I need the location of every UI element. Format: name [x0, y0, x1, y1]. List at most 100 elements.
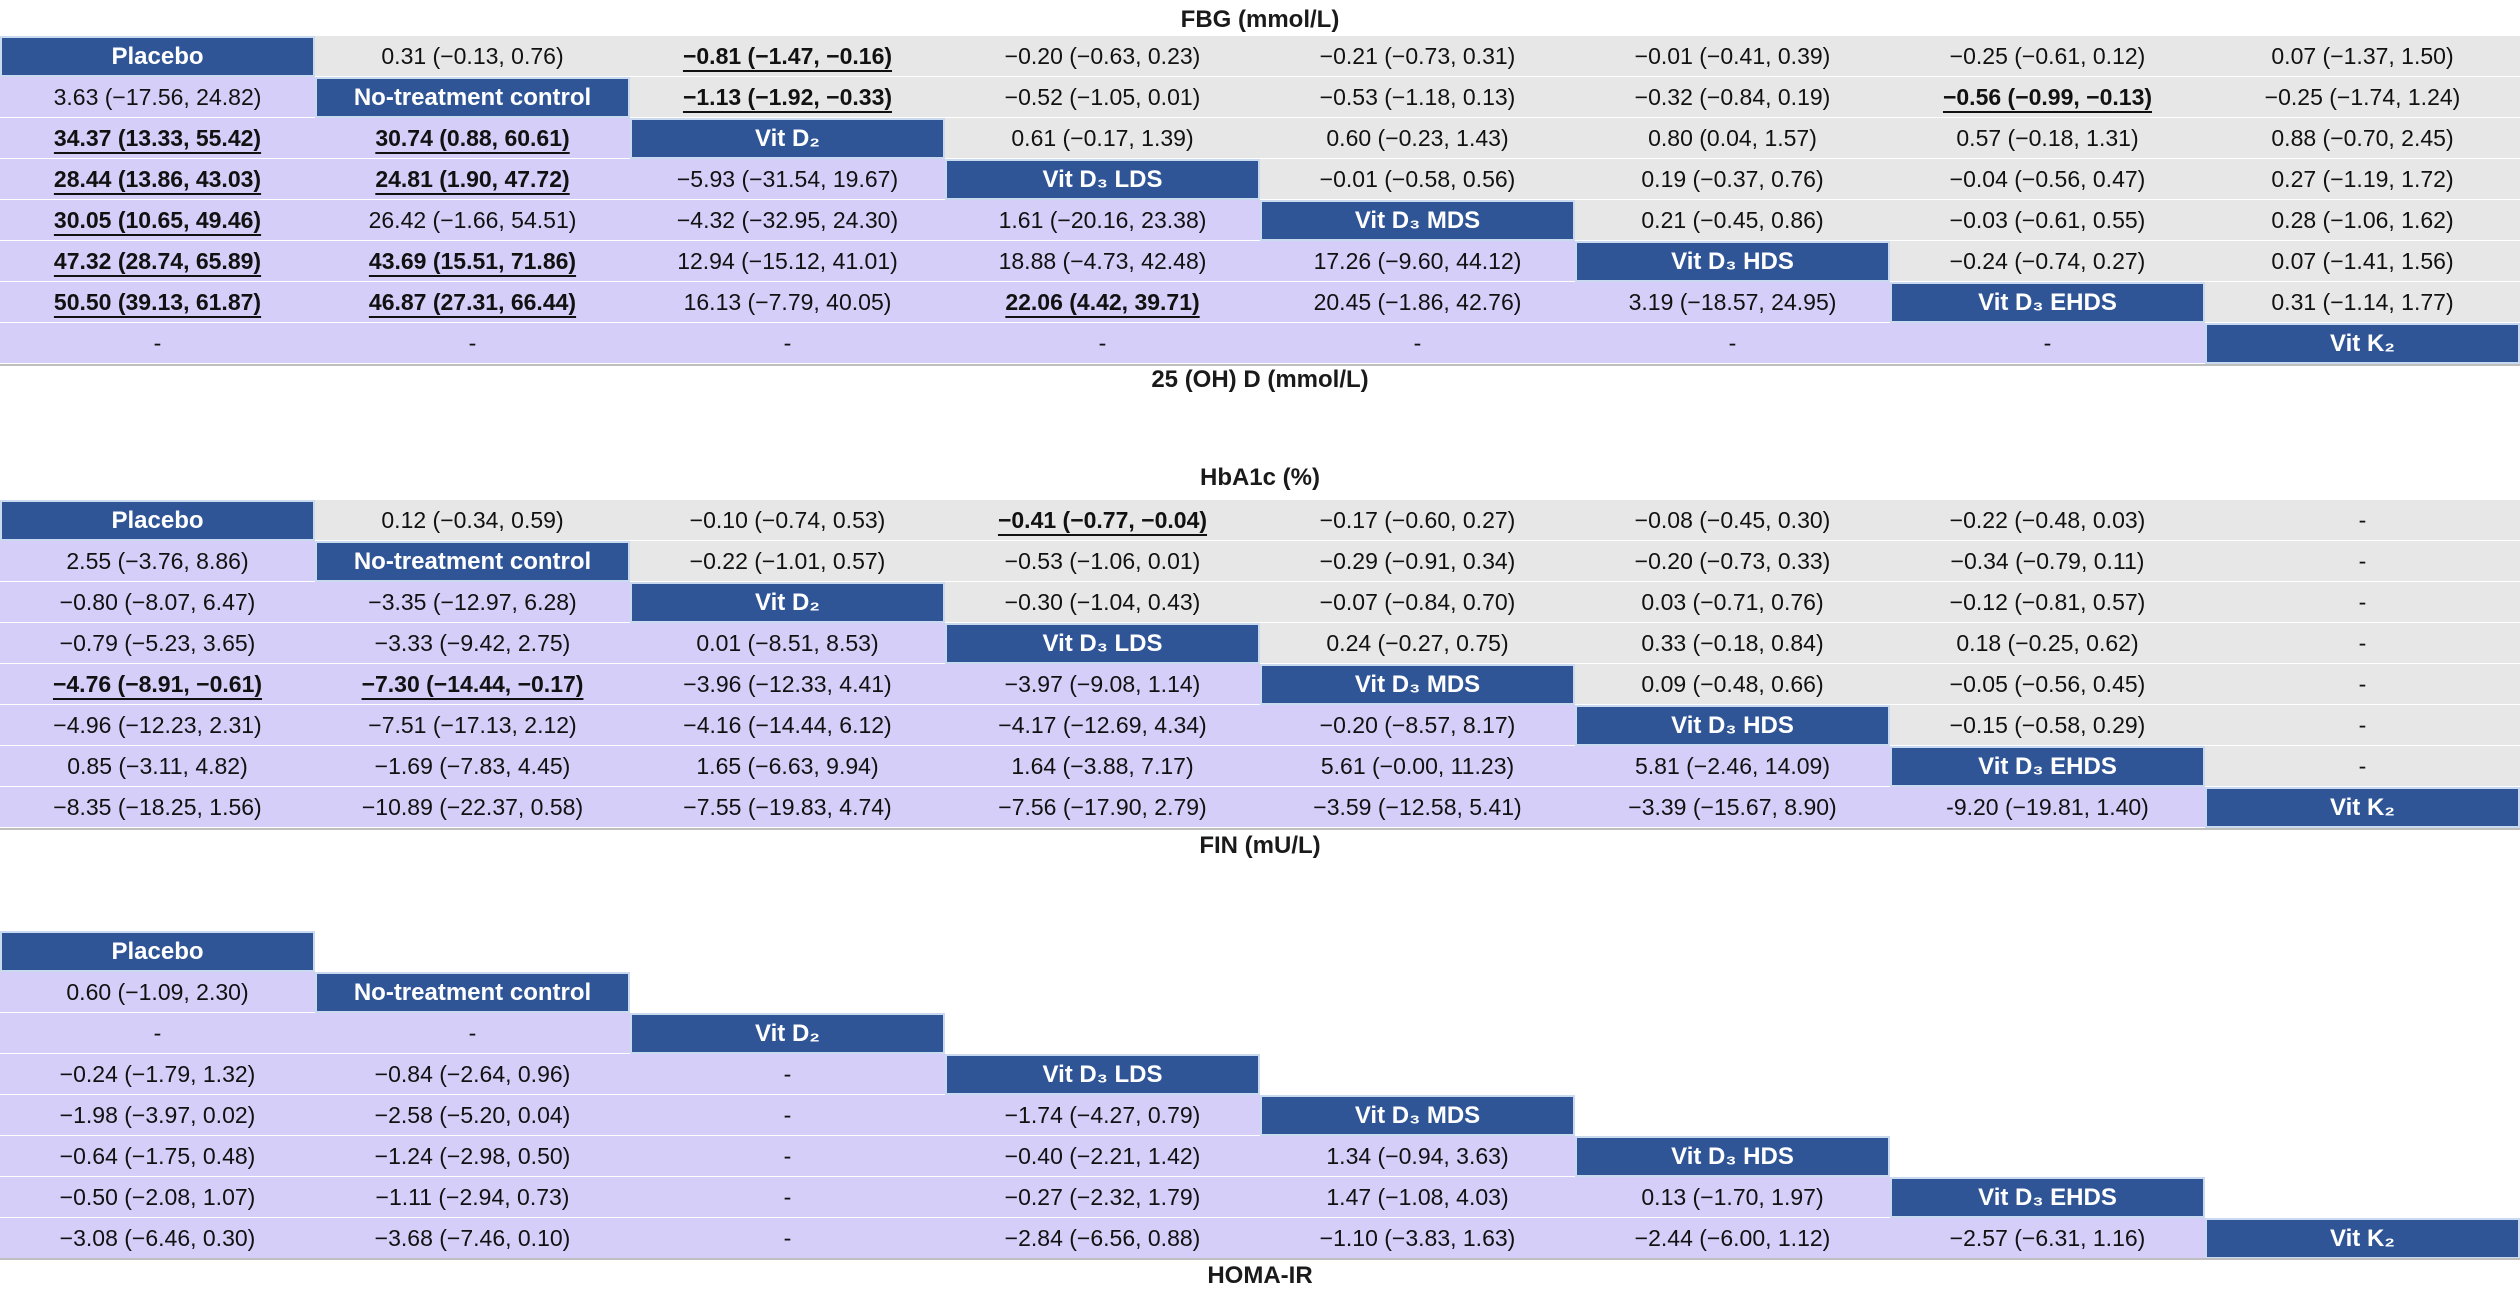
estimate-cell: 30.74 (0.88, 60.61) [315, 118, 630, 159]
estimate-cell: - [630, 1136, 945, 1177]
estimate-cell: −0.50 (−2.08, 1.07) [0, 1177, 315, 1218]
estimate-cell: −0.56 (−0.99, −0.13) [1890, 77, 2205, 118]
estimate-cell: 3.19 (−18.57, 24.95) [1575, 282, 1890, 323]
estimate-cell: −0.84 (−2.64, 0.96) [315, 1054, 630, 1095]
estimate-cell: −0.17 (−0.60, 0.27) [1260, 500, 1575, 541]
treatment-header: Vit D₂ [630, 1013, 945, 1054]
treatment-header: Vit D₃ LDS [945, 623, 1260, 664]
caption-hba1c: HbA1c (%) [1199, 464, 1320, 491]
treatment-header: Placebo [0, 500, 315, 541]
estimate-cell: −3.97 (−9.08, 1.14) [945, 664, 1260, 705]
estimate-cell: −0.81 (−1.47, −0.16) [630, 36, 945, 77]
estimate-cell: 43.69 (15.51, 71.86) [315, 241, 630, 282]
estimate-cell: 46.87 (27.31, 66.44) [315, 282, 630, 323]
significant-estimate: 47.32 (28.74, 65.89) [53, 247, 262, 274]
estimate-cell: −0.03 (−0.61, 0.55) [1890, 200, 2205, 241]
estimate-cell: −0.79 (−5.23, 3.65) [0, 623, 315, 664]
estimate-cell: 0.24 (−0.27, 0.75) [1260, 623, 1575, 664]
treatment-header: Vit D₂ [630, 118, 945, 159]
estimate-cell: 50.50 (39.13, 61.87) [0, 282, 315, 323]
treatment-header: Vit D₃ EHDS [1890, 282, 2205, 323]
estimate-cell: −4.17 (−12.69, 4.34) [945, 705, 1260, 746]
empty-cell [1575, 1095, 1890, 1136]
estimate-cell: - [630, 1054, 945, 1095]
estimate-cell: 1.64 (−3.88, 7.17) [945, 746, 1260, 787]
estimate-cell: −2.44 (−6.00, 1.12) [1575, 1218, 1890, 1259]
estimate-cell: 0.31 (−0.13, 0.76) [315, 36, 630, 77]
estimate-cell: 34.37 (13.33, 55.42) [0, 118, 315, 159]
empty-cell [1890, 1013, 2205, 1054]
estimate-cell: −0.04 (−0.56, 0.47) [1890, 159, 2205, 200]
estimate-cell: 28.44 (13.86, 43.03) [0, 159, 315, 200]
estimate-cell: - [0, 323, 315, 364]
estimate-cell: −8.35 (−18.25, 1.56) [0, 787, 315, 828]
estimate-cell: 1.34 (−0.94, 3.63) [1260, 1136, 1575, 1177]
estimate-cell: 0.19 (−0.37, 0.76) [1575, 159, 1890, 200]
estimate-cell: −0.41 (−0.77, −0.04) [945, 500, 1260, 541]
significant-estimate: −7.30 (−14.44, −0.17) [361, 670, 584, 697]
estimate-cell: 1.61 (−20.16, 23.38) [945, 200, 1260, 241]
estimate-cell: - [1260, 323, 1575, 364]
estimate-cell: - [630, 1177, 945, 1218]
estimate-cell: −0.40 (−2.21, 1.42) [945, 1136, 1260, 1177]
estimate-cell: 0.18 (−0.25, 0.62) [1890, 623, 2205, 664]
estimate-cell: - [1575, 323, 1890, 364]
estimate-cell: 0.07 (−1.41, 1.56) [2205, 241, 2520, 282]
estimate-cell: −3.35 (−12.97, 6.28) [315, 582, 630, 623]
empty-cell [1260, 1013, 1575, 1054]
estimate-cell: - [315, 323, 630, 364]
treatment-header: Vit D₂ [630, 582, 945, 623]
estimate-cell: 0.60 (−1.09, 2.30) [0, 972, 315, 1013]
estimate-cell: −1.74 (−4.27, 0.79) [945, 1095, 1260, 1136]
treatment-header: Vit K₂ [2205, 787, 2520, 828]
estimate-cell: −0.53 (−1.06, 0.01) [945, 541, 1260, 582]
estimate-cell: −0.15 (−0.58, 0.29) [1890, 705, 2205, 746]
significant-estimate: 50.50 (39.13, 61.87) [53, 288, 262, 315]
estimate-cell: −1.13 (−1.92, −0.33) [630, 77, 945, 118]
estimate-cell: −0.20 (−0.63, 0.23) [945, 36, 1260, 77]
empty-cell [1890, 1136, 2205, 1177]
estimate-cell: −0.24 (−1.79, 1.32) [0, 1054, 315, 1095]
significant-estimate: 24.81 (1.90, 47.72) [375, 165, 570, 192]
empty-cell [1575, 1054, 1890, 1095]
estimate-cell: −10.89 (−22.37, 0.58) [315, 787, 630, 828]
estimate-cell: −0.64 (−1.75, 0.48) [0, 1136, 315, 1177]
treatment-header: Vit D₃ HDS [1575, 1136, 1890, 1177]
estimate-cell: - [315, 1013, 630, 1054]
estimate-cell: 0.60 (−0.23, 1.43) [1260, 118, 1575, 159]
treatment-header: Vit D₃ EHDS [1890, 746, 2205, 787]
estimate-cell: −0.22 (−0.48, 0.03) [1890, 500, 2205, 541]
empty-cell [1890, 1054, 2205, 1095]
estimate-cell: −0.25 (−1.74, 1.24) [2205, 77, 2520, 118]
estimate-cell: 30.05 (10.65, 49.46) [0, 200, 315, 241]
caption-fbg: FBG (mmol/L) [1180, 6, 1340, 33]
treatment-header: Vit D₃ LDS [945, 1054, 1260, 1095]
estimate-cell: - [2205, 500, 2520, 541]
estimate-cell: −0.80 (−8.07, 6.47) [0, 582, 315, 623]
estimate-cell: - [2205, 623, 2520, 664]
caption-fin: FIN (mU/L) [1199, 832, 1321, 859]
estimate-cell: −7.55 (−19.83, 4.74) [630, 787, 945, 828]
estimate-cell: −3.08 (−6.46, 0.30) [0, 1218, 315, 1259]
estimate-cell: 2.55 (−3.76, 8.86) [0, 541, 315, 582]
empty-cell [1575, 972, 1890, 1013]
empty-cell [1890, 972, 2205, 1013]
estimate-cell: −0.30 (−1.04, 0.43) [945, 582, 1260, 623]
estimate-cell: 0.09 (−0.48, 0.66) [1575, 664, 1890, 705]
estimate-cell: −0.07 (−0.84, 0.70) [1260, 582, 1575, 623]
significant-estimate: −1.13 (−1.92, −0.33) [682, 83, 893, 110]
empty-cell [2205, 1177, 2520, 1218]
estimate-cell: −0.29 (−0.91, 0.34) [1260, 541, 1575, 582]
estimate-cell: −0.10 (−0.74, 0.53) [630, 500, 945, 541]
empty-cell [2205, 1095, 2520, 1136]
estimate-cell: −4.16 (−14.44, 6.12) [630, 705, 945, 746]
estimate-cell: −2.84 (−6.56, 0.88) [945, 1218, 1260, 1259]
estimate-cell: −3.59 (−12.58, 5.41) [1260, 787, 1575, 828]
empty-cell [945, 972, 1260, 1013]
empty-cell [315, 931, 630, 972]
estimate-cell: 22.06 (4.42, 39.71) [945, 282, 1260, 323]
estimate-cell: −1.11 (−2.94, 0.73) [315, 1177, 630, 1218]
estimate-cell: - [2205, 746, 2520, 787]
estimate-cell: - [2205, 541, 2520, 582]
treatment-header: No-treatment control [315, 541, 630, 582]
